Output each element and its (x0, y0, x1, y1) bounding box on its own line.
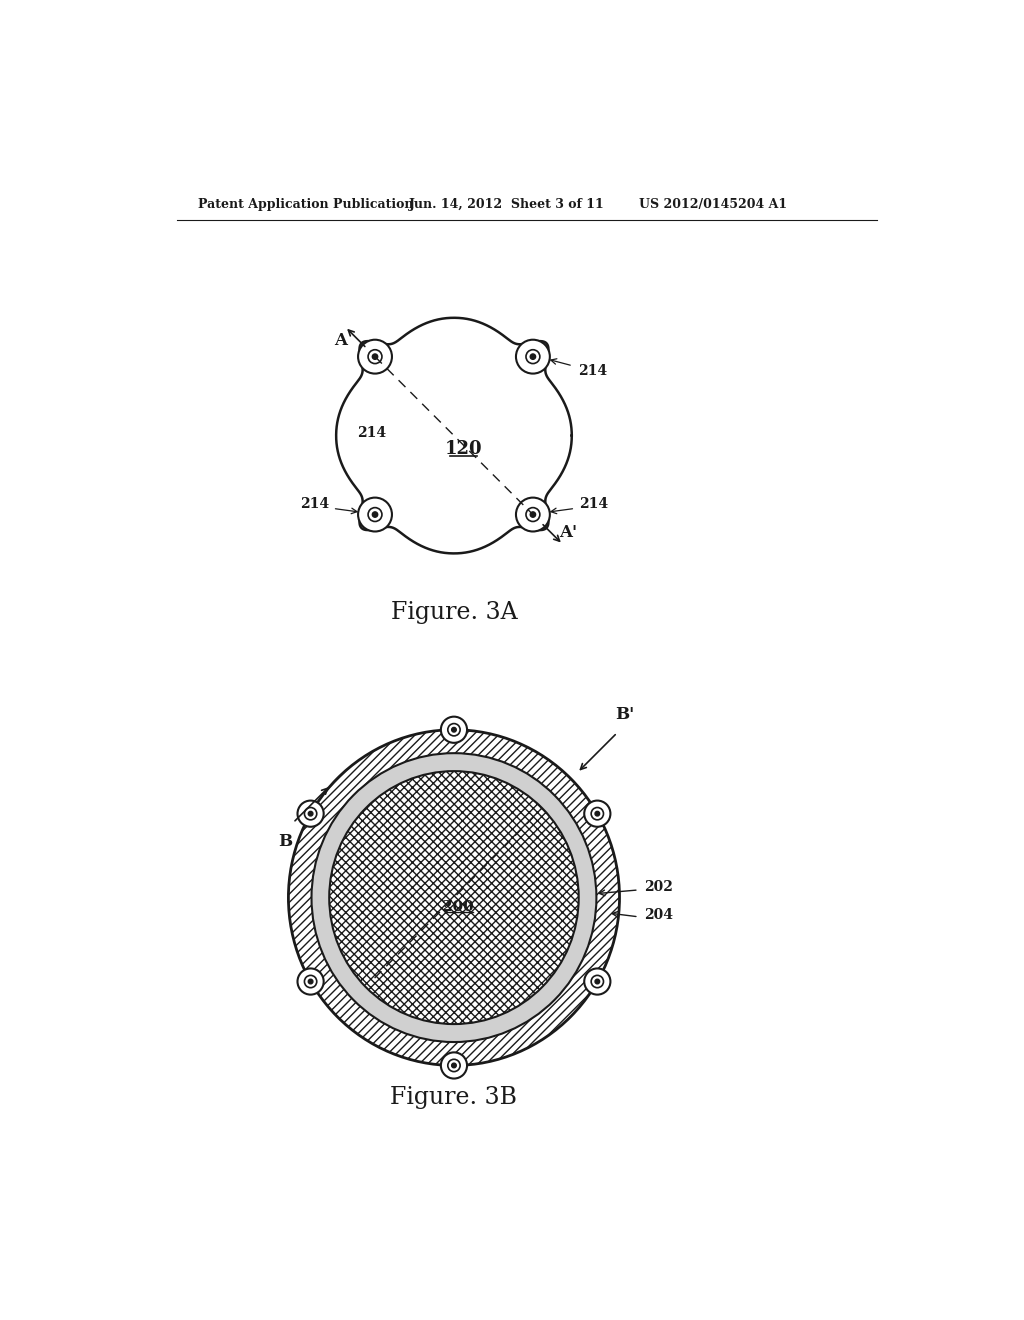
Text: 214: 214 (300, 496, 329, 511)
Circle shape (516, 498, 550, 532)
Ellipse shape (311, 754, 596, 1041)
Text: Figure. 3B: Figure. 3B (390, 1086, 517, 1109)
Text: B': B' (615, 706, 635, 722)
Text: A': A' (559, 524, 578, 541)
Circle shape (358, 339, 392, 374)
Circle shape (595, 812, 600, 816)
Text: Figure. 3A: Figure. 3A (390, 601, 517, 624)
Text: 214: 214 (580, 496, 608, 511)
Text: Patent Application Publication: Patent Application Publication (199, 198, 414, 211)
Circle shape (373, 512, 378, 517)
Text: 202: 202 (644, 880, 673, 894)
Text: Jun. 14, 2012  Sheet 3 of 11: Jun. 14, 2012 Sheet 3 of 11 (410, 198, 605, 211)
Ellipse shape (289, 730, 620, 1065)
Circle shape (585, 800, 610, 826)
Circle shape (298, 969, 324, 995)
Ellipse shape (330, 771, 579, 1024)
Text: 120: 120 (444, 441, 482, 458)
Ellipse shape (311, 754, 596, 1041)
Circle shape (585, 969, 610, 994)
Text: 214: 214 (578, 363, 606, 378)
Circle shape (595, 979, 600, 983)
Circle shape (441, 1052, 467, 1078)
Circle shape (373, 354, 378, 359)
Circle shape (358, 498, 392, 532)
Circle shape (298, 800, 324, 826)
Circle shape (530, 354, 536, 359)
Text: 200: 200 (442, 900, 474, 913)
Circle shape (516, 339, 550, 374)
Text: 214: 214 (356, 426, 386, 440)
Text: 204: 204 (644, 908, 673, 921)
Circle shape (530, 512, 536, 517)
Text: A: A (334, 331, 347, 348)
Circle shape (452, 727, 457, 733)
Text: B: B (279, 833, 293, 850)
Circle shape (452, 1063, 457, 1068)
Circle shape (441, 717, 467, 743)
Circle shape (308, 979, 313, 983)
Text: US 2012/0145204 A1: US 2012/0145204 A1 (639, 198, 786, 211)
Circle shape (308, 812, 313, 816)
